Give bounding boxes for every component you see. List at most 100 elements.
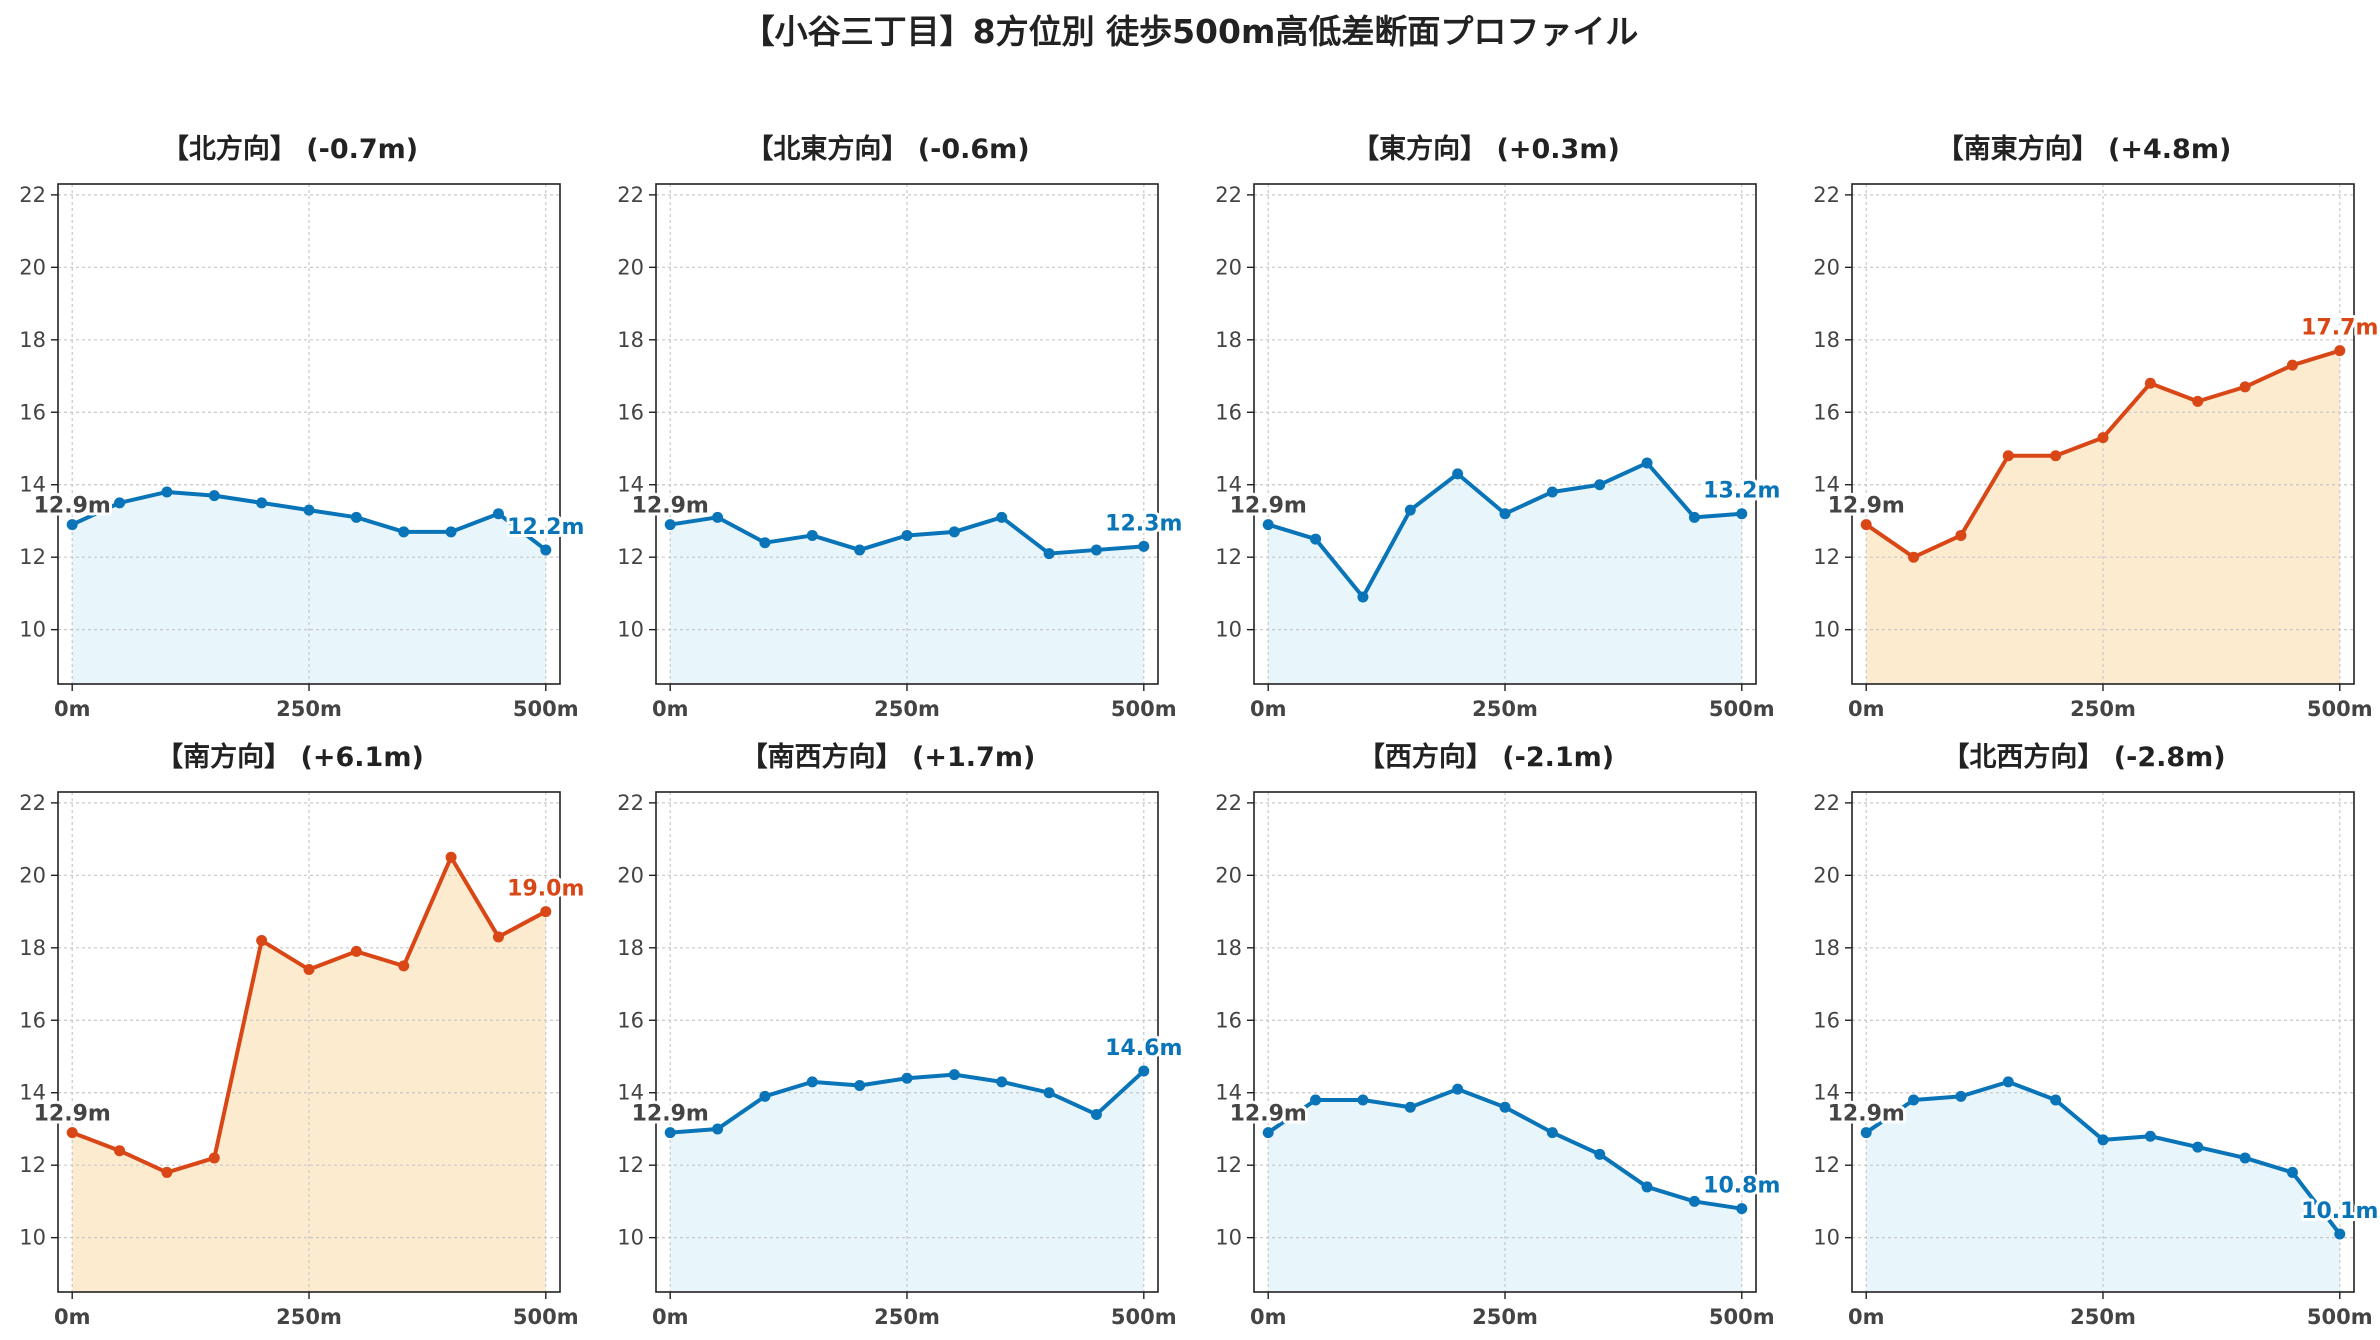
data-point	[2286, 359, 2298, 371]
end-elevation-label: 13.2m	[1703, 479, 1780, 504]
area-fill	[1268, 462, 1742, 684]
data-point	[256, 497, 268, 509]
elevation-chart: 10 12 14 16 18 20 22 0m 250m 500m 12.9m 17.7m	[1813, 183, 2380, 721]
start-elevation-label: 12.9m	[34, 494, 111, 519]
y-tick-label: 18	[1215, 328, 1242, 352]
end-elevation-label: 10.8m	[1703, 1174, 1780, 1199]
y-tick-label: 16	[19, 1008, 46, 1032]
y-tick-label: 14	[19, 473, 46, 497]
data-point	[350, 511, 362, 523]
y-tick-label: 10	[617, 1226, 644, 1250]
x-tick-label: 250m	[874, 697, 940, 721]
data-point	[2192, 395, 2204, 407]
x-tick-label: 500m	[513, 1305, 579, 1329]
x-tick-label: 500m	[1709, 697, 1775, 721]
grid	[58, 184, 560, 684]
data-point	[1404, 1101, 1416, 1113]
elevation-chart: 10 12 14 16 18 20 22 0m 250m 500m 12.9m 13.2m	[1215, 183, 1783, 721]
y-tick-label: 12	[1215, 545, 1242, 569]
y-tick-label: 14	[1215, 473, 1242, 497]
start-elevation-label: 12.9m	[1828, 1102, 1905, 1127]
panel-title: 【南東方向】 (+4.8m)	[1936, 134, 2232, 165]
elevation-chart: 10 12 14 16 18 20 22 0m 250m 500m 12.9m 10.1m	[1813, 791, 2380, 1329]
data-point	[2097, 1134, 2109, 1146]
y-tick-label: 20	[19, 863, 46, 887]
y-tick-label: 22	[617, 183, 644, 207]
data-point	[161, 486, 173, 498]
data-point	[1090, 544, 1102, 556]
chart-panel-north: 【北方向】 (-0.7m) 10 12 14 16 18 20 22 0m 250m 500m 12…	[0, 130, 587, 730]
grid	[1254, 184, 1756, 684]
y-tick-label: 20	[1215, 863, 1242, 887]
y-tick-label: 20	[617, 255, 644, 279]
data-point	[1641, 1181, 1653, 1193]
data-point	[1138, 540, 1150, 552]
data-point	[1499, 508, 1511, 520]
start-elevation-label: 12.9m	[632, 1102, 709, 1127]
data-point	[1955, 1090, 1967, 1102]
data-point	[66, 1127, 78, 1139]
y-tick-label: 12	[617, 1153, 644, 1177]
x-tick-label: 500m	[2307, 697, 2373, 721]
y-tick-label: 10	[19, 1226, 46, 1250]
chart-panel-southwest: 【南西方向】 (+1.7m) 10 12 14 16 18 20 22 0m 250m 500m 1…	[598, 738, 1185, 1338]
chart-panel-east: 【東方向】 (+0.3m) 10 12 14 16 18 20 22 0m 250m 500m 12…	[1196, 130, 1783, 730]
y-tick-label: 16	[617, 1008, 644, 1032]
data-point	[114, 1145, 126, 1157]
y-tick-label: 22	[1813, 183, 1840, 207]
data-point	[2144, 1130, 2156, 1142]
data-point	[2002, 450, 2014, 462]
data-point	[2050, 1094, 2062, 1106]
x-tick-label: 250m	[2070, 697, 2136, 721]
y-tick-label: 14	[617, 473, 644, 497]
data-point	[712, 511, 724, 523]
end-elevation-label: 10.1m	[2301, 1199, 2378, 1224]
data-point	[1594, 1148, 1606, 1160]
y-tick-label: 16	[1813, 1008, 1840, 1032]
elevation-chart: 10 12 14 16 18 20 22 0m 250m 500m 12.9m 10.8m	[1215, 791, 1783, 1329]
data-point	[948, 526, 960, 538]
data-point	[1262, 519, 1274, 531]
y-tick-label: 22	[19, 791, 46, 815]
chart-panel-south: 【南方向】 (+6.1m) 10 12 14 16 18 20 22 0m 250m 500m 12…	[0, 738, 587, 1338]
panel-title: 【南西方向】 (+1.7m)	[740, 742, 1036, 773]
y-tick-label: 20	[19, 255, 46, 279]
data-point	[1404, 504, 1416, 516]
y-tick-label: 16	[617, 400, 644, 424]
y-tick-label: 10	[1215, 618, 1242, 642]
y-tick-label: 22	[1215, 791, 1242, 815]
area-fill	[1866, 350, 2340, 684]
y-tick-label: 16	[1215, 400, 1242, 424]
data-point	[664, 519, 676, 531]
data-point	[2334, 1228, 2346, 1240]
end-elevation-label: 17.7m	[2301, 316, 2378, 341]
y-tick-label: 18	[617, 328, 644, 352]
x-tick-label: 0m	[1250, 697, 1287, 721]
x-tick-label: 0m	[652, 697, 689, 721]
start-elevation-label: 12.9m	[34, 1102, 111, 1127]
x-tick-label: 0m	[1848, 697, 1885, 721]
data-point	[256, 935, 268, 947]
y-tick-label: 22	[1215, 183, 1242, 207]
data-point	[854, 544, 866, 556]
y-tick-label: 12	[617, 545, 644, 569]
panel-title: 【東方向】 (+0.3m)	[1352, 134, 1620, 165]
data-point	[996, 1076, 1008, 1088]
grid	[1852, 792, 2354, 1292]
data-point	[208, 490, 220, 502]
x-tick-label: 0m	[54, 697, 91, 721]
figure-title: 【小谷三丁目】8方位別 徒歩500m高低差断面プロファイル	[741, 12, 1639, 51]
elevation-chart: 10 12 14 16 18 20 22 0m 250m 500m 12.9m 12.3m	[617, 183, 1185, 721]
y-tick-label: 14	[1215, 1081, 1242, 1105]
y-tick-label: 18	[19, 936, 46, 960]
data-point	[1262, 1127, 1274, 1139]
data-point	[1452, 1083, 1464, 1095]
data-point	[492, 508, 504, 520]
data-point	[1688, 511, 1700, 523]
y-tick-label: 12	[19, 545, 46, 569]
data-point	[2334, 345, 2346, 357]
panel-title: 【北方向】 (-0.7m)	[161, 134, 419, 165]
data-point	[445, 526, 457, 538]
data-point	[66, 519, 78, 531]
y-tick-label: 18	[19, 328, 46, 352]
